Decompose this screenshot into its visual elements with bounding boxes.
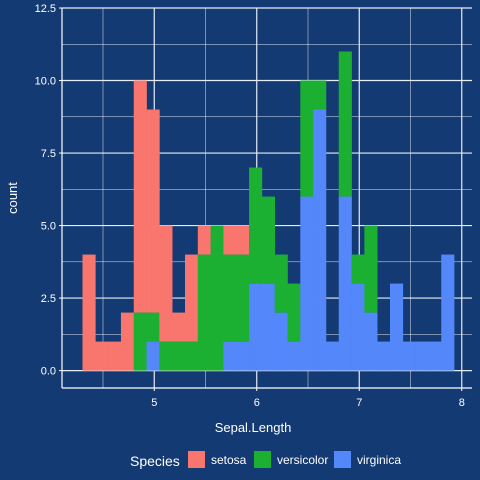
bar-setosa — [172, 312, 186, 342]
legend-label-virginica: virginica — [357, 453, 401, 467]
legend-key-setosa — [188, 451, 205, 468]
x-tick-label: 6 — [254, 397, 260, 409]
bar-versicolor — [159, 341, 173, 371]
bar-virginica — [313, 109, 327, 371]
y-tick-label: 12.5 — [35, 3, 56, 15]
bar-virginica — [364, 312, 378, 371]
bar-setosa — [133, 80, 147, 313]
bar-versicolor — [364, 225, 378, 313]
bar-setosa — [236, 225, 250, 255]
y-tick-label: 7.5 — [41, 148, 56, 160]
bar-setosa — [197, 225, 211, 255]
legend-label-setosa: setosa — [211, 453, 247, 467]
legend-label-versicolor: versicolor — [277, 453, 328, 467]
bar-virginica — [390, 283, 404, 371]
bar-versicolor — [313, 80, 327, 110]
bar-setosa — [95, 341, 109, 371]
bar-virginica — [377, 341, 391, 371]
bar-versicolor — [261, 196, 275, 284]
bar-setosa — [159, 225, 173, 342]
bar-setosa — [108, 341, 122, 371]
bar-virginica — [428, 341, 442, 371]
bar-versicolor — [172, 341, 186, 371]
bar-versicolor — [338, 51, 352, 197]
y-axis-title: count — [5, 182, 20, 214]
y-tick-label: 0.0 — [41, 366, 56, 378]
histogram-bars — [82, 51, 455, 371]
bar-virginica — [223, 341, 237, 371]
bar-versicolor — [287, 283, 301, 342]
bar-setosa — [185, 254, 199, 342]
bar-versicolor — [223, 254, 237, 342]
bar-versicolor — [274, 254, 288, 313]
bar-setosa — [146, 109, 160, 313]
bar-versicolor — [133, 312, 147, 371]
legend-title: Species — [130, 453, 180, 469]
y-tick-label: 5.0 — [41, 221, 56, 233]
bar-versicolor — [249, 167, 263, 284]
bar-virginica — [249, 283, 263, 371]
bar-virginica — [287, 341, 301, 371]
y-tick-label: 2.5 — [41, 293, 56, 305]
legend-key-virginica — [334, 451, 351, 468]
bar-virginica — [236, 341, 250, 371]
bar-virginica — [441, 254, 455, 371]
bar-versicolor — [185, 341, 199, 371]
bar-setosa — [82, 254, 96, 371]
bar-versicolor — [146, 312, 160, 342]
bar-versicolor — [300, 80, 314, 197]
bar-virginica — [402, 341, 416, 371]
bar-versicolor — [351, 254, 365, 284]
legend: Species setosa versicolor virginica — [130, 451, 401, 469]
y-tick-label: 10.0 — [35, 76, 56, 88]
bar-virginica — [325, 341, 340, 371]
bar-virginica — [415, 341, 429, 371]
bar-virginica — [261, 283, 275, 371]
bar-versicolor — [210, 225, 224, 371]
bar-versicolor — [236, 254, 250, 342]
bar-setosa — [120, 312, 135, 371]
x-tick-label: 7 — [356, 397, 362, 409]
y-tick-labels: 0.0 2.5 5.0 7.5 10.0 12.5 — [35, 3, 56, 378]
legend-key-versicolor — [254, 451, 271, 468]
axes — [59, 7, 472, 391]
bar-virginica — [146, 341, 160, 371]
bar-setosa — [223, 225, 237, 255]
x-axis-title: Sepal.Length — [215, 420, 292, 435]
bar-virginica — [274, 312, 288, 371]
bar-versicolor — [197, 254, 211, 371]
bar-virginica — [338, 196, 352, 371]
x-tick-labels: 5 6 7 8 — [151, 397, 465, 409]
bar-virginica — [300, 196, 314, 371]
bar-virginica — [351, 283, 365, 371]
x-tick-label: 5 — [151, 397, 157, 409]
x-tick-label: 8 — [459, 397, 465, 409]
